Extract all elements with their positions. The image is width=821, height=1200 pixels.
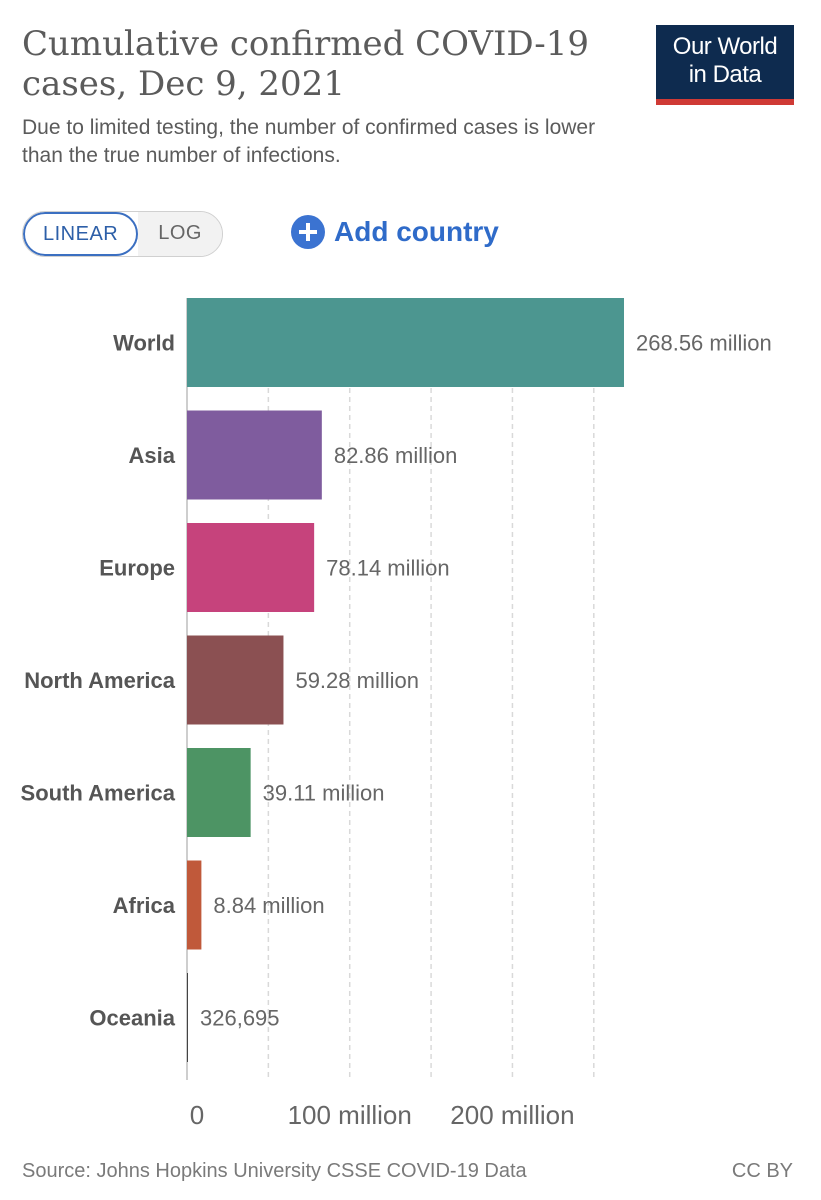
value-label: 8.84 million	[213, 893, 324, 918]
category-label: World	[113, 331, 175, 356]
bar	[187, 973, 188, 1062]
value-label: 326,695	[200, 1006, 280, 1031]
bar	[187, 410, 322, 500]
license-link[interactable]: CC BY	[731, 1160, 793, 1182]
chart-subtitle: Due to limited testing, the number of co…	[22, 116, 596, 167]
x-tick-label: 100 million	[288, 1100, 412, 1130]
category-label: Europe	[99, 556, 175, 581]
category-label: Oceania	[89, 1006, 175, 1031]
chart-title: Cumulative confirmed COVID-19 cases, Dec…	[22, 24, 590, 104]
category-label: Asia	[129, 443, 176, 468]
bar	[187, 748, 251, 837]
bar	[187, 635, 284, 725]
add-country-button[interactable]: Add country	[291, 212, 499, 252]
value-label: 39.11 million	[263, 781, 385, 806]
x-tick-label: 200 million	[450, 1100, 574, 1130]
bar	[187, 298, 624, 387]
owid-logo[interactable]: Our World in Data	[656, 25, 794, 105]
category-label: North America	[24, 668, 176, 693]
plus-circle-icon	[291, 215, 325, 249]
category-label: Africa	[113, 893, 176, 918]
value-label: 59.28 million	[295, 668, 419, 693]
logo-line-1: Our World	[672, 33, 778, 60]
bar	[187, 860, 202, 950]
scale-toggle: LINEAR LOG	[22, 211, 223, 257]
x-tick-label: 0	[190, 1100, 204, 1130]
category-label: South America	[21, 781, 176, 806]
log-scale-button[interactable]: LOG	[138, 212, 222, 256]
linear-scale-button[interactable]: LINEAR	[23, 212, 139, 256]
source-note: Source: Johns Hopkins University CSSE CO…	[22, 1160, 527, 1182]
bar-chart: 0 100 million 200 million World 268.56 milli…	[21, 298, 772, 1130]
add-country-label: Add country	[334, 216, 499, 247]
bar	[187, 523, 315, 612]
value-label: 268.56 million	[636, 331, 772, 356]
value-label: 82.86 million	[334, 443, 458, 468]
logo-line-2: in Data	[688, 61, 762, 88]
value-label: 78.14 million	[326, 556, 450, 581]
